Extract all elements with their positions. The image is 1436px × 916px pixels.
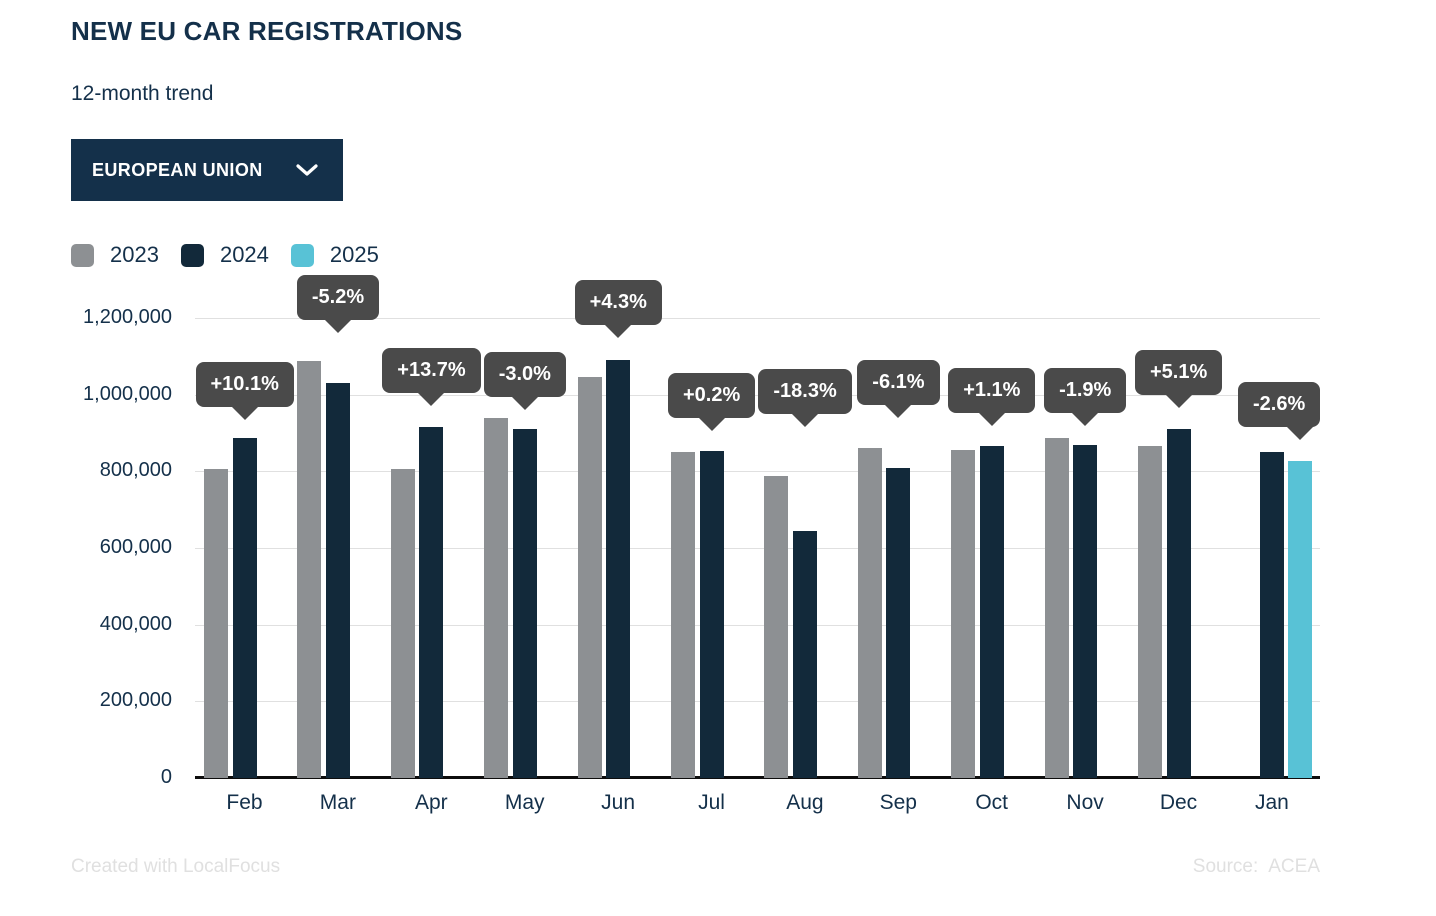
bar-2023-nov[interactable] — [1045, 437, 1069, 778]
x-tick-label-oct: Oct — [975, 791, 1009, 814]
bar-2024-aug[interactable] — [793, 531, 817, 778]
bar-2024-may[interactable] — [513, 428, 537, 778]
change-tooltip-oct: +1.1% — [948, 368, 1036, 426]
region-selector-dropdown[interactable]: EUROPEAN UNION — [71, 139, 343, 201]
chevron-down-icon — [296, 164, 318, 176]
legend-swatch-2023 — [71, 243, 94, 267]
x-tick-label-feb: Feb — [226, 791, 263, 814]
bar-2024-apr[interactable] — [419, 427, 443, 778]
y-gridline — [195, 471, 1320, 473]
tooltip-pointer — [697, 417, 726, 431]
bar-2024-jun[interactable] — [606, 360, 630, 778]
chart-subtitle: 12-month trend — [71, 82, 214, 105]
bar-2023-jun[interactable] — [578, 377, 602, 778]
source-text: Source: ACEA — [1193, 856, 1320, 878]
bar-2023-dec[interactable] — [1138, 445, 1162, 778]
legend-label: 2024 — [219, 242, 269, 267]
tooltip-pointer — [977, 412, 1006, 426]
tooltip-pointer — [604, 324, 633, 338]
bar-2023-may[interactable] — [484, 418, 508, 778]
x-tick-label-dec: Dec — [1159, 791, 1198, 814]
tooltip-pointer — [417, 392, 446, 406]
credit-text: Created with LocalFocus — [71, 856, 281, 877]
x-tick-label-sep: Sep — [879, 791, 917, 814]
y-tick-label: 600,000 — [99, 536, 172, 558]
bar-2023-feb[interactable] — [204, 469, 228, 778]
y-tick-label: 0 — [160, 766, 172, 788]
y-tick-label: 800,000 — [99, 459, 172, 482]
legend-label: 2023 — [110, 242, 159, 267]
y-gridline — [195, 548, 1320, 549]
y-tick-label: 400,000 — [99, 612, 172, 635]
bar-2025-jan[interactable] — [1288, 460, 1312, 778]
legend-item-2024[interactable]: 2024 — [180, 242, 269, 268]
bar-2023-sep[interactable] — [858, 447, 882, 778]
x-tick-label-jan: Jan — [1254, 791, 1289, 814]
source-label: Source: — [1192, 856, 1259, 877]
x-axis-baseline — [195, 776, 1320, 779]
x-tick-label-may: May — [504, 791, 545, 814]
x-tick-label-nov: Nov — [1066, 791, 1104, 814]
change-tooltip-may: -3.0% — [483, 352, 566, 410]
y-tick-label: 200,000 — [99, 689, 172, 712]
bar-2023-jul[interactable] — [671, 451, 695, 778]
tooltip-pointer — [323, 319, 352, 333]
legend-item-2025[interactable]: 2025 — [290, 242, 379, 268]
bar-2024-nov[interactable] — [1073, 444, 1097, 778]
legend-label: 2025 — [329, 242, 379, 267]
region-selector-label: EUROPEAN UNION — [92, 159, 263, 180]
bar-2024-sep[interactable] — [886, 468, 910, 778]
bar-2023-apr[interactable] — [391, 469, 415, 778]
tooltip-pointer — [510, 396, 539, 410]
bar-2023-oct[interactable] — [951, 449, 975, 778]
change-tooltip-sep: -6.1% — [857, 360, 940, 418]
bar-2024-mar[interactable] — [326, 382, 350, 778]
change-tooltip-nov: -1.9% — [1044, 368, 1127, 426]
bar-2024-jan[interactable] — [1260, 452, 1284, 778]
x-tick-label-aug: Aug — [786, 791, 824, 814]
change-tooltip-dec: +5.1% — [1135, 350, 1223, 408]
bar-2024-oct[interactable] — [980, 446, 1004, 778]
tooltip-pointer — [1164, 394, 1193, 408]
bar-2023-mar[interactable] — [297, 360, 321, 778]
x-tick-label-apr: Apr — [414, 791, 448, 814]
bar-2023-aug[interactable] — [764, 475, 788, 778]
legend-swatch-2024 — [180, 243, 204, 267]
x-tick-label-mar: Mar — [319, 791, 356, 814]
x-tick-label-jun: Jun — [601, 791, 636, 814]
change-tooltip-mar: -5.2% — [296, 275, 380, 333]
x-tick-label-jul: Jul — [698, 791, 725, 814]
tooltip-pointer — [884, 404, 913, 418]
change-tooltip-jun: +4.3% — [574, 280, 662, 338]
change-tooltip-jul: +0.2% — [668, 373, 756, 431]
change-tooltip-jan: -2.6% — [1238, 382, 1321, 440]
y-gridline — [195, 624, 1320, 626]
change-tooltip-feb: +10.1% — [195, 362, 294, 420]
y-tick-label: 1,200,000 — [83, 306, 172, 328]
source-value: ACEA — [1268, 856, 1320, 877]
bar-2024-jul[interactable] — [700, 451, 724, 778]
page-title: NEW EU CAR REGISTRATIONS — [71, 16, 463, 46]
change-tooltip-aug: -18.3% — [758, 369, 852, 427]
y-gridline — [195, 701, 1320, 703]
bar-2024-feb[interactable] — [233, 438, 257, 778]
legend-swatch-2025 — [290, 243, 314, 267]
tooltip-pointer — [790, 413, 819, 427]
y-gridline — [195, 394, 1320, 396]
change-tooltip-apr: +13.7% — [382, 348, 481, 406]
y-gridline — [195, 318, 1320, 319]
y-tick-label: 1,000,000 — [83, 382, 172, 405]
tooltip-pointer — [1071, 412, 1100, 426]
bar-2024-dec[interactable] — [1167, 428, 1191, 778]
chart-legend: 2023 2024 2025 — [71, 242, 401, 268]
tooltip-pointer — [230, 406, 259, 420]
legend-item-2023[interactable]: 2023 — [71, 242, 159, 268]
tooltip-pointer — [1286, 426, 1315, 440]
